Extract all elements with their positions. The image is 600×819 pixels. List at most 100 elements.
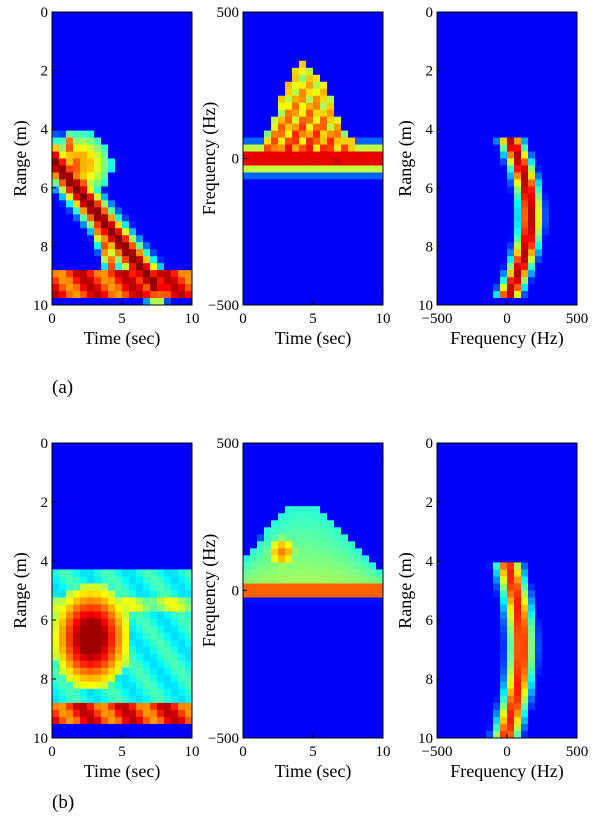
- heatmap-cell: [493, 242, 501, 250]
- heatmap-cell: [108, 144, 116, 152]
- heatmap-cell: [437, 18, 445, 27]
- heatmap-cell: [59, 646, 67, 655]
- heatmap-cell: [500, 667, 508, 676]
- heatmap-cell: [101, 200, 109, 208]
- heatmap-cell: [479, 464, 487, 472]
- heatmap-cell: [250, 39, 258, 48]
- heatmap-cell: [80, 270, 88, 278]
- heatmap-cell: [444, 284, 452, 292]
- heatmap-cell: [129, 179, 137, 187]
- heatmap-cell: [320, 660, 328, 669]
- heatmap-cell: [299, 179, 307, 187]
- heatmap-cell: [94, 193, 102, 201]
- heatmap-cell: [299, 597, 307, 605]
- heatmap-cell: [556, 298, 564, 306]
- heatmap-cell: [164, 298, 172, 306]
- heatmap-cell: [115, 88, 123, 97]
- heatmap-cell: [66, 660, 74, 669]
- heatmap-cell: [264, 709, 272, 718]
- heatmap-cell: [164, 25, 172, 34]
- heatmap-cell: [563, 18, 571, 27]
- heatmap-cell: [115, 67, 123, 76]
- heatmap-cell: [362, 730, 370, 739]
- heatmap-cell: [444, 639, 452, 648]
- heatmap-cell: [535, 137, 543, 145]
- heatmap-cell: [376, 235, 384, 243]
- heatmap-cell: [59, 464, 67, 472]
- heatmap-cell: [486, 81, 494, 90]
- heatmap-cell: [556, 95, 564, 104]
- heatmap-cell: [157, 471, 165, 479]
- heatmap-cell: [320, 639, 328, 648]
- heatmap-cell: [528, 151, 536, 159]
- heatmap-cell: [549, 179, 557, 187]
- heatmap-cell: [285, 541, 293, 549]
- heatmap-cell: [549, 548, 557, 556]
- heatmap-cell: [362, 228, 370, 236]
- heatmap-cell: [465, 450, 473, 458]
- heatmap-cell: [157, 25, 165, 34]
- heatmap-cell: [171, 569, 179, 577]
- heatmap-cell: [348, 639, 356, 648]
- heatmap-cell: [451, 235, 459, 243]
- heatmap-cell: [150, 151, 158, 159]
- heatmap-cell: [493, 151, 501, 159]
- heatmap-cell: [479, 116, 487, 125]
- heatmap-cell: [66, 291, 74, 299]
- heatmap-cell: [59, 81, 67, 90]
- heatmap-cell: [437, 263, 445, 271]
- heatmap-cell: [73, 583, 81, 591]
- heatmap-cell: [178, 597, 186, 605]
- heatmap-cell: [563, 249, 571, 257]
- heatmap-cell: [171, 151, 179, 159]
- heatmap-cell: [150, 137, 158, 145]
- heatmap-cell: [66, 667, 74, 676]
- heatmap-cell: [570, 277, 578, 285]
- heatmap-cell: [250, 67, 258, 76]
- heatmap-cell: [150, 74, 158, 83]
- heatmap-cell: [479, 674, 487, 683]
- heatmap-cell: [299, 95, 307, 104]
- heatmap-cell: [250, 471, 258, 479]
- heatmap-cell: [299, 653, 307, 662]
- heatmap-cell: [514, 221, 522, 229]
- heatmap-cell: [348, 109, 356, 118]
- heatmap-cell: [122, 53, 130, 62]
- heatmap-cell: [250, 464, 258, 472]
- heatmap-cell: [299, 12, 307, 20]
- heatmap-cell: [129, 74, 137, 83]
- heatmap-cell: [500, 478, 508, 486]
- heatmap-cell: [285, 674, 293, 683]
- heatmap-cell: [507, 81, 515, 90]
- heatmap-cell: [444, 151, 452, 159]
- heatmap-cell: [257, 235, 265, 243]
- heatmap-cell: [458, 60, 466, 69]
- heatmap-cell: [479, 702, 487, 711]
- heatmap-cell: [171, 492, 179, 500]
- heatmap-cell: [108, 506, 116, 514]
- heatmap-cell: [437, 604, 445, 612]
- heatmap-cell: [362, 534, 370, 542]
- heatmap-cell: [285, 60, 293, 69]
- heatmap-cell: [143, 95, 151, 104]
- heatmap-cell: [136, 102, 144, 111]
- heatmap-cell: [306, 116, 314, 125]
- heatmap-cell: [129, 562, 137, 570]
- heatmap-cell: [528, 172, 536, 180]
- heatmap-cell: [80, 499, 88, 507]
- heatmap-cell: [500, 165, 508, 173]
- heatmap-cell: [129, 674, 137, 683]
- heatmap-cell: [73, 464, 81, 472]
- heatmap-cell: [250, 583, 258, 591]
- heatmap-cell: [73, 576, 81, 584]
- heatmap-cell: [101, 695, 109, 704]
- heatmap-cell: [115, 74, 123, 83]
- heatmap-cell: [327, 555, 335, 563]
- heatmap-cell: [458, 144, 466, 152]
- heatmap-cell: [563, 186, 571, 194]
- heatmap-cell: [458, 18, 466, 27]
- heatmap-cell: [171, 457, 179, 465]
- heatmap-cell: [341, 499, 349, 507]
- heatmap-cell: [542, 235, 550, 243]
- heatmap-cell: [479, 443, 487, 451]
